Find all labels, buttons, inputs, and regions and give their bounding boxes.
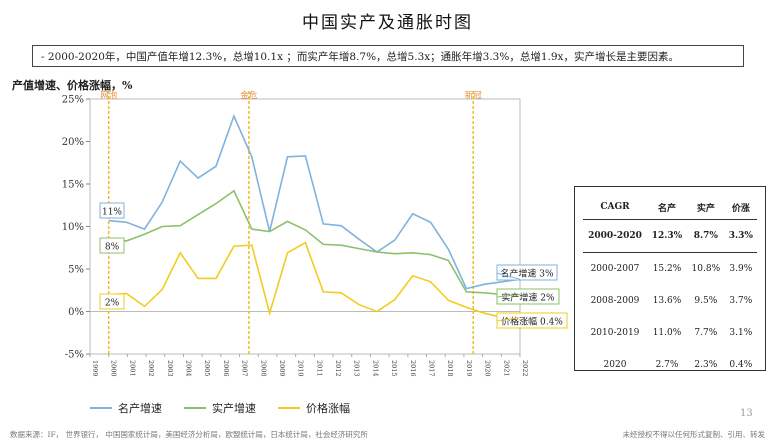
start-label: 8% (105, 243, 120, 253)
legend-label: 名产增速 (118, 402, 162, 415)
event-label: 网泡 (100, 90, 118, 101)
x-tick-label: 2014 (371, 360, 379, 377)
cagr-cell: 13.6% (652, 296, 682, 306)
x-tick-label: 1999 (91, 360, 99, 377)
cagr-cell: 2020 (603, 360, 627, 370)
start-label-box (99, 237, 125, 254)
x-tick-label: 2016 (409, 360, 417, 377)
legend-item-price: 价格涨幅 (278, 400, 350, 416)
y-tick-label: 0% (68, 307, 84, 318)
cagr-row: 2020 2.7% 2.3% 0.4% (583, 349, 757, 381)
y-tick-label: 15% (62, 180, 84, 191)
x-tick-label: 2007 (241, 360, 249, 377)
cagr-cell: 3.1% (729, 328, 753, 338)
y-tick-label: 10% (62, 222, 84, 233)
cagr-table: CAGR 名产 实产 价涨 2000-2020 12.3% 8.7% 3.3% … (574, 186, 766, 371)
end-label-leader (496, 316, 521, 322)
cagr-row: 2008-2009 13.6% 9.5% 3.7% (583, 285, 757, 317)
legend-item-nominal: 名产增速 (90, 400, 162, 416)
cagr-cell: 0.4% (729, 360, 753, 370)
legend-label: 实产增速 (212, 402, 256, 415)
footer-source: 数据来源：IF， 世界银行， 中国国家统计局，美国经济分析局，欧盟统计局，日本统… (10, 430, 368, 439)
event-label: 新冠 (465, 90, 483, 101)
y-tick-label: 20% (62, 137, 84, 148)
start-label: 11% (102, 208, 122, 218)
x-tick-label: 2019 (465, 360, 473, 377)
x-tick-label: 2017 (428, 360, 436, 377)
start-label: 2% (105, 299, 120, 309)
y-axis-label: 产值增速、价格涨幅，% (12, 79, 133, 92)
cagr-cell: 9.5% (694, 296, 718, 306)
x-tick-label: 2008 (259, 360, 267, 377)
cagr-cell: 8.7% (687, 219, 725, 253)
end-label: 实产增速 2% (501, 292, 555, 304)
cagr-cell: 15.2% (652, 264, 682, 274)
x-tick-label: 2004 (184, 360, 192, 377)
cagr-cell: 3.7% (729, 296, 753, 306)
x-tick-label: 2000 (110, 360, 118, 377)
cagr-cell: 2010-2019 (590, 328, 640, 338)
cagr-header-row: CAGR 名产 实产 价涨 (583, 195, 757, 220)
series-line (108, 241, 520, 319)
start-label-box (99, 202, 125, 219)
x-tick-label: 2015 (390, 360, 398, 377)
legend-swatch (90, 407, 112, 409)
series-line (108, 113, 521, 290)
cagr-cell: 11.0% (652, 328, 682, 338)
end-label-leader (496, 272, 521, 280)
cagr-header: CAGR (583, 195, 647, 220)
end-label-leader (496, 294, 521, 298)
cagr-cell: 10.8% (691, 264, 721, 274)
cagr-cell: 2.7% (655, 360, 679, 370)
series-line (108, 189, 520, 296)
x-tick-label: 2005 (203, 360, 211, 377)
end-label-box (496, 264, 558, 281)
event-label: 金危 (240, 90, 258, 101)
cagr-cell: 2000-2007 (590, 264, 640, 274)
y-tick-label: 25% (62, 95, 84, 106)
page-title: 中国实产及通胀时图 (302, 13, 473, 33)
end-label: 价格涨幅 0.4% (501, 316, 563, 328)
y-tick-label: 5% (68, 265, 84, 276)
cagr-row: 2000-2020 12.3% 8.7% 3.3% (583, 219, 757, 253)
x-tick-label: 2002 (147, 360, 155, 377)
cagr-cell: 12.3% (647, 219, 688, 253)
x-tick-label: 2022 (521, 360, 529, 377)
x-tick-label: 2013 (353, 360, 361, 377)
x-tick-label: 2011 (315, 360, 323, 377)
summary-box: - 2000-2020年，中国产值年增12.3%，总增10.1x ；而实产年增8… (32, 45, 744, 67)
page-number: 13 (740, 408, 753, 419)
cagr-cell: 3.3% (724, 219, 757, 253)
footer-disclaimer: 未经授权不得以任何形式复制、引用、转发 (622, 430, 766, 439)
legend-item-real: 实产增速 (184, 400, 256, 416)
plot-frame (89, 98, 521, 355)
x-tick-label: 2009 (278, 360, 286, 377)
x-tick-label: 2006 (222, 360, 230, 377)
start-label-box (99, 293, 125, 310)
x-tick-label: 2020 (484, 360, 492, 377)
cagr-cell: 2.3% (694, 360, 718, 370)
cagr-header: 名产 (647, 195, 688, 220)
x-tick-label: 2001 (128, 360, 136, 377)
x-tick-label: 2012 (334, 360, 342, 377)
legend-swatch (184, 407, 206, 409)
cagr-row: 2000-2007 15.2% 10.8% 3.9% (583, 253, 757, 286)
cagr-cell: 7.7% (694, 328, 718, 338)
chart-legend: 名产增速 实产增速 价格涨幅 (90, 400, 350, 416)
cagr-row: 2010-2019 11.0% 7.7% 3.1% (583, 317, 757, 349)
cagr-header: 实产 (687, 195, 725, 220)
cagr-header: 价涨 (724, 195, 757, 220)
legend-swatch (278, 407, 300, 409)
legend-label: 价格涨幅 (306, 402, 350, 415)
cagr-cell: 2000-2020 (583, 219, 647, 253)
cagr-cell: 3.9% (729, 264, 753, 274)
x-tick-label: 2018 (446, 360, 454, 377)
end-label: 名产增速 3% (500, 268, 554, 280)
y-tick-label: -5% (65, 350, 84, 361)
x-tick-label: 2010 (297, 360, 305, 377)
x-tick-label: 2003 (166, 360, 174, 377)
x-tick-label: 2021 (502, 360, 510, 377)
cagr-cell: 2008-2009 (590, 296, 640, 306)
